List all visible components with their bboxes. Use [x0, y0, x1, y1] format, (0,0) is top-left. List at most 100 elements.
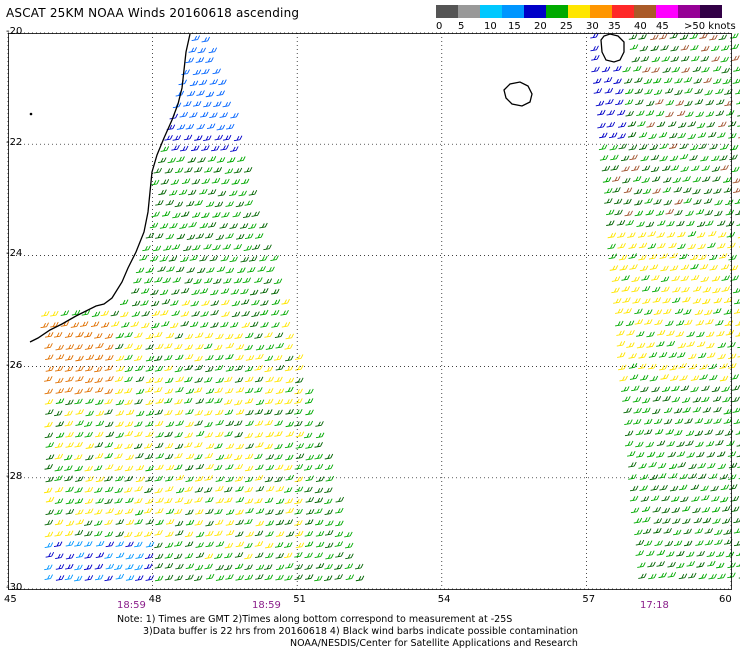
wind-barb [719, 155, 728, 161]
wind-barb [94, 530, 103, 537]
wind-barb [194, 135, 203, 141]
wind-barb [254, 453, 263, 460]
wind-barb [176, 156, 185, 162]
wind-barb [176, 233, 186, 240]
wind-barb [192, 244, 201, 251]
wind-barb [628, 34, 638, 40]
wind-barb [203, 243, 212, 250]
wind-barb [270, 255, 279, 261]
wind-barb [690, 484, 700, 491]
wind-barb [227, 157, 236, 163]
wind-barb [653, 527, 662, 534]
wind-barb [221, 311, 230, 318]
wind-barb [642, 188, 652, 195]
wind-barb [726, 440, 735, 447]
wind-barb [175, 420, 184, 427]
wind-barb [305, 409, 314, 416]
wind-barb [145, 333, 154, 340]
wind-barb [115, 355, 125, 362]
wind-barb [274, 420, 283, 426]
wind-barb [674, 89, 683, 96]
wind-barb [657, 462, 667, 469]
wind-barb [737, 466, 740, 468]
wind-barb [114, 509, 124, 515]
wind-barb [661, 286, 670, 293]
wind-barb [627, 131, 637, 138]
wind-barb [615, 88, 624, 95]
pass-time-3: 17:18 [640, 600, 669, 611]
wind-barb [115, 432, 124, 439]
wind-barb [216, 124, 226, 131]
wind-barb [235, 496, 245, 503]
wind-barb [696, 331, 705, 338]
wind-barb [697, 132, 707, 138]
wind-barb [155, 497, 164, 504]
wind-barb [694, 418, 704, 424]
wind-barb [265, 376, 274, 383]
wind-barb [732, 288, 740, 294]
wind-barb [597, 109, 606, 116]
wind-barb [275, 509, 284, 515]
wind-barb [713, 78, 722, 85]
wind-barb [663, 177, 672, 183]
wind-barb [235, 387, 245, 393]
wind-barb [160, 146, 170, 152]
wind-barb [712, 65, 722, 72]
wind-barb [234, 552, 244, 558]
wind-barb [648, 352, 658, 358]
wind-barb [733, 308, 740, 314]
wind-barb [644, 88, 653, 95]
wind-barb [713, 406, 722, 413]
wind-barb [65, 431, 74, 438]
wind-barb [707, 462, 716, 469]
wind-barb [44, 564, 53, 571]
wind-barb [200, 321, 209, 328]
wind-barb [145, 377, 155, 384]
wind-barb [154, 475, 163, 482]
wind-barb [145, 498, 154, 504]
wind-barb [704, 89, 713, 96]
wind-barb [648, 461, 657, 468]
wind-barb [154, 355, 163, 362]
wind-barb [244, 344, 253, 351]
wind-barb [203, 101, 212, 108]
wind-barb [295, 542, 305, 549]
scale-label: 10 [484, 21, 497, 32]
wind-barb [591, 66, 600, 73]
wind-barb [720, 164, 729, 171]
wind-barb [285, 386, 294, 393]
wind-barb [105, 563, 115, 570]
wind-barb [673, 186, 683, 193]
wind-barb [104, 409, 113, 415]
wind-barb [633, 407, 642, 414]
wind-barb [172, 277, 182, 283]
wind-barb [125, 519, 135, 526]
wind-barb [165, 508, 175, 515]
wind-barb [284, 398, 293, 405]
wind-barb [285, 431, 295, 437]
wind-barb [204, 421, 213, 428]
wind-barb [663, 418, 673, 425]
wind-barb [717, 132, 726, 138]
wind-barb [44, 464, 53, 470]
wind-barb [656, 549, 666, 556]
wind-barb [304, 398, 314, 404]
wind-barb [694, 309, 704, 316]
wind-barb [212, 244, 221, 251]
wind-barb [189, 112, 198, 118]
wind-barb [244, 518, 253, 525]
wind-barb [175, 563, 184, 570]
scale-swatch [502, 5, 524, 18]
wind-barb [634, 319, 644, 325]
wind-barb [45, 409, 54, 415]
wind-barb [737, 346, 740, 349]
wind-barb [210, 322, 219, 328]
wind-barb [719, 363, 728, 369]
wind-barb [634, 529, 643, 536]
wind-barb [706, 551, 716, 557]
wind-barb [193, 387, 203, 393]
wind-barb [244, 432, 254, 439]
wind-barb [674, 199, 683, 205]
wind-barb [701, 385, 710, 392]
wind-barb [699, 263, 709, 270]
